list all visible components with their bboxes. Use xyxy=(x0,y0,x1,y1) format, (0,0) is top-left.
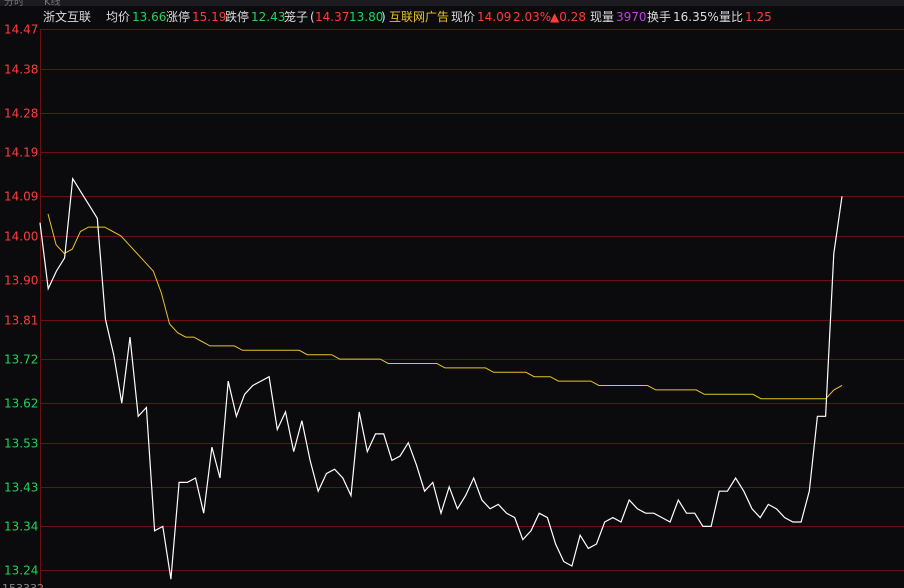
avg-label: 均价 xyxy=(106,10,131,24)
limit-up-value: 15.19 xyxy=(192,10,227,24)
y-tick-label: 13.81 xyxy=(4,314,38,328)
y-tick-label: 14.19 xyxy=(4,146,38,160)
sector-name[interactable]: 互联网广告 xyxy=(389,10,450,24)
quote-header: 浙文互联 均价 13.66 涨停 15.19 跌停 12.43 笼子 ( 14.… xyxy=(0,6,904,28)
y-tick-label: 14.09 xyxy=(4,190,38,204)
volume-value: 3970 xyxy=(616,10,647,24)
price-line xyxy=(39,176,843,580)
y-tick-label: 14.47 xyxy=(4,23,38,37)
turnover-label: 换手 xyxy=(647,10,672,24)
cage-open-paren: ( xyxy=(310,10,315,24)
limit-down-value: 12.43 xyxy=(251,10,286,24)
top-toolbar-strip xyxy=(0,0,904,6)
limit-down-label: 跌停 xyxy=(225,10,250,24)
average-price-line xyxy=(47,213,843,400)
y-tick-label: 14.00 xyxy=(4,230,38,244)
cage-close-paren: ) xyxy=(381,10,386,24)
volume-ratio-value: 1.25 xyxy=(745,10,772,24)
y-tick-label: 13.53 xyxy=(4,437,38,451)
price-label: 现价 xyxy=(451,10,476,24)
y-axis-labels: 14.47 14.38 14.28 14.19 14.09 14.00 13.90 13.81… xyxy=(4,23,38,578)
y-tick-label: 14.38 xyxy=(4,63,38,77)
stock-name[interactable]: 浙文互联 xyxy=(43,10,92,24)
y-tick-label: 13.72 xyxy=(4,353,38,367)
change-value: ▲0.28 xyxy=(550,10,586,24)
limit-up-label: 涨停 xyxy=(166,10,191,24)
change-percent: 2.03% xyxy=(513,10,552,24)
volume-label: 现量 xyxy=(590,10,615,24)
avg-value: 13.66 xyxy=(132,10,167,24)
y-tick-label: 13.62 xyxy=(4,397,38,411)
volume-ratio-label: 量比 xyxy=(719,10,744,24)
tab-intraday[interactable]: 分时 xyxy=(4,0,24,8)
turnover-value: 16.35% xyxy=(673,10,719,24)
y-tick-label: 13.24 xyxy=(4,564,38,578)
y-tick-label: 13.34 xyxy=(4,520,38,534)
price-value: 14.09 xyxy=(477,10,512,24)
cage-high-value: 14.37 xyxy=(315,10,350,24)
y-tick-label: 13.90 xyxy=(4,274,38,288)
cage-label: 笼子 xyxy=(284,10,309,24)
volume-axis-label: 153332 xyxy=(2,582,44,588)
grid-lines xyxy=(40,29,904,588)
cage-low-value: 13.80 xyxy=(349,10,384,24)
y-tick-label: 14.28 xyxy=(4,107,38,121)
y-tick-label: 13.43 xyxy=(4,481,38,495)
tab-kline[interactable]: K线 xyxy=(44,0,61,8)
